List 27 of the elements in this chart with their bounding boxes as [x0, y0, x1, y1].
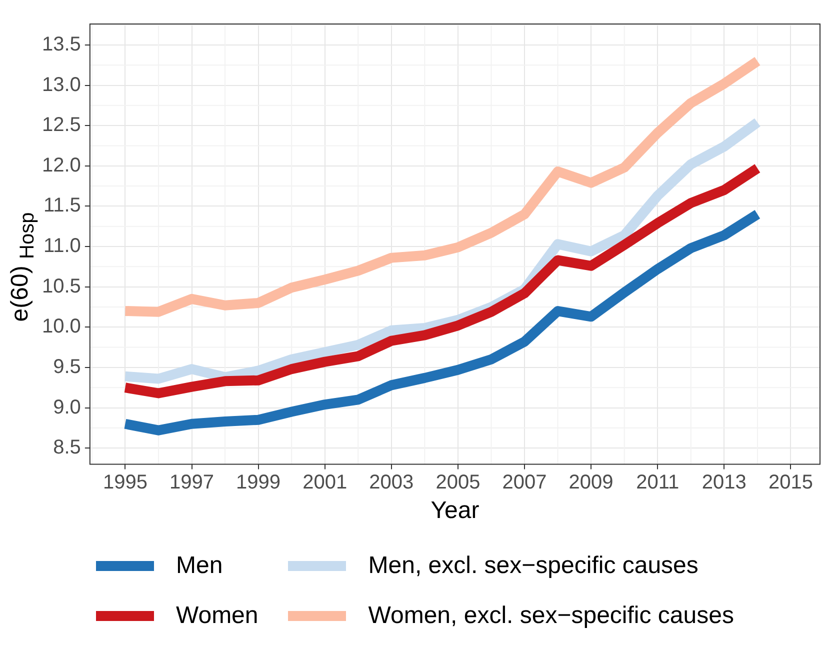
x-tick-label: 2005: [436, 472, 480, 494]
y-tick-label: 9.0: [53, 396, 81, 418]
x-tick-label: 2013: [702, 472, 746, 494]
legend-label: Men, excl. sex−specific causes: [368, 552, 698, 580]
y-tick-label: 10.0: [42, 316, 81, 338]
x-tick-label: 2015: [768, 472, 813, 494]
x-tick-label: 2007: [502, 472, 547, 494]
x-tick-label: 1999: [236, 472, 281, 494]
y-tick-label: 10.5: [42, 275, 81, 298]
y-tick-label: 9.5: [53, 356, 81, 378]
legend-label: Women: [176, 602, 258, 630]
legend-label: Men: [176, 552, 223, 580]
x-tick-label: 2003: [369, 472, 414, 494]
x-tick-label: 1995: [102, 472, 148, 494]
x-axis-title: Year: [430, 497, 480, 524]
x-tick-label: 2009: [568, 472, 614, 494]
y-tick-label: 13.5: [42, 33, 81, 56]
y-tick-label: 11.0: [43, 235, 81, 258]
x-tick-label: 1997: [170, 472, 214, 494]
legend-label: Women, excl. sex−specific causes: [368, 602, 734, 630]
y-tick-label: 8.5: [53, 436, 81, 459]
y-tick-label: 12.5: [42, 114, 81, 136]
y-tick-label: 11.5: [43, 194, 81, 217]
y-tick-label: 12.0: [42, 154, 81, 176]
x-tick-label: 2001: [302, 472, 348, 494]
x-tick-label: 2011: [636, 472, 680, 494]
y-tick-label: 13.0: [42, 74, 81, 96]
